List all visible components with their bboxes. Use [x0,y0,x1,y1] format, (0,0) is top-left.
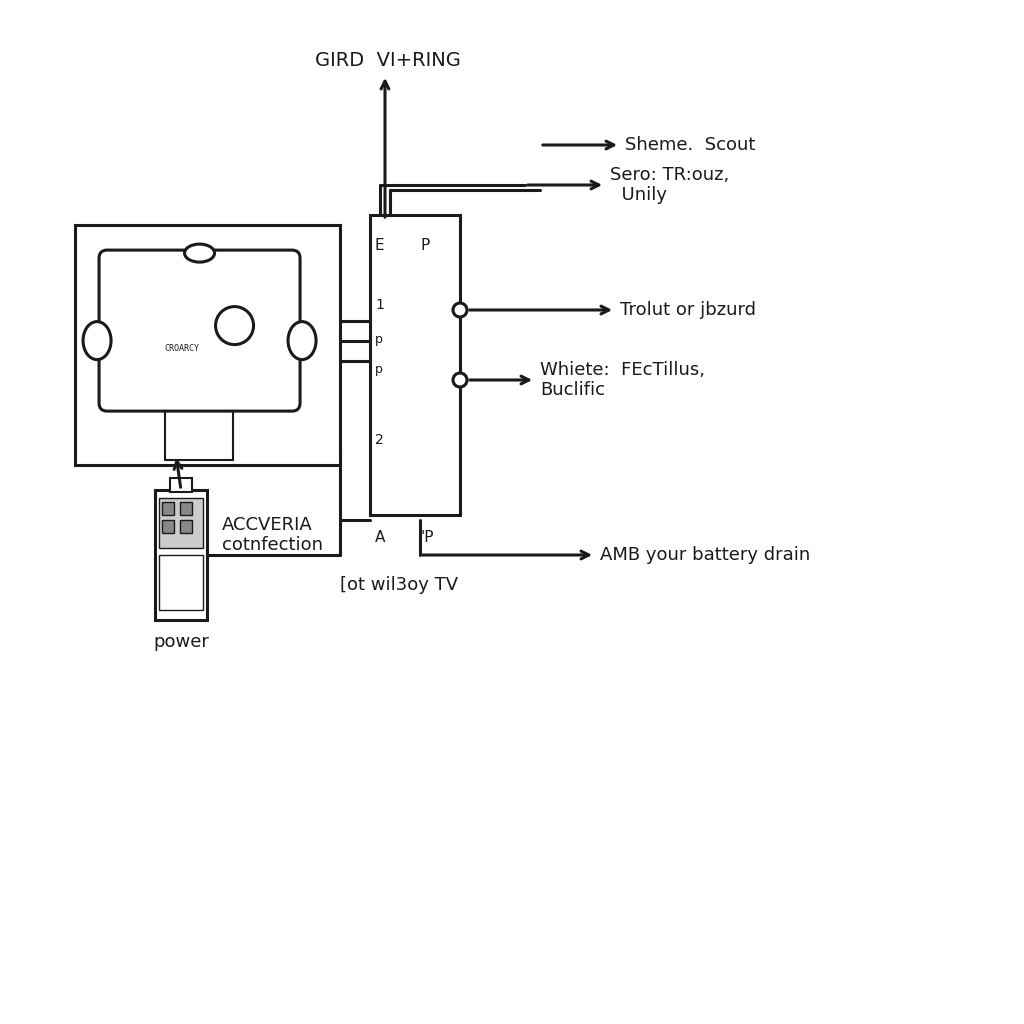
Ellipse shape [184,244,215,262]
Text: AMB your battery drain: AMB your battery drain [600,546,810,564]
Text: p: p [375,364,383,377]
Text: 1: 1 [375,298,384,312]
Ellipse shape [215,306,254,345]
Text: 2: 2 [375,433,384,447]
Bar [75,225,340,465]
Bar [170,478,193,492]
Text: GIRD  VI+RING: GIRD VI+RING [315,50,461,70]
Bar [165,395,232,460]
FancyBboxPatch shape [99,250,300,411]
Text: Sheme.  Scout: Sheme. Scout [625,136,756,154]
Bar [155,490,207,620]
Text: Trolut or jbzurd: Trolut or jbzurd [620,301,756,319]
Text: P: P [420,238,429,253]
Text: E: E [375,238,385,253]
Text: p: p [375,334,383,346]
Text: Sero: TR:ouz,
  Unily: Sero: TR:ouz, Unily [610,166,729,205]
Bar [162,502,174,515]
Bar [144,296,215,355]
Text: ACCVERIA
cotnfection: ACCVERIA cotnfection [222,516,323,554]
Bar [180,502,193,515]
Bar [159,555,203,610]
Text: CROARCY: CROARCY [164,344,199,353]
Ellipse shape [83,322,111,359]
Text: 'P: 'P [420,529,433,545]
Bar [159,498,203,548]
Text: A: A [375,529,385,545]
Bar [180,520,193,534]
Bar [370,215,460,515]
Text: [ot wil3oy TV: [ot wil3oy TV [340,575,458,594]
Ellipse shape [453,373,467,387]
Ellipse shape [288,322,316,359]
Ellipse shape [453,303,467,317]
Text: power: power [153,633,209,651]
Text: Whiete:  FEcTillus,
Buclific: Whiete: FEcTillus, Buclific [540,360,705,399]
Bar [162,520,174,534]
